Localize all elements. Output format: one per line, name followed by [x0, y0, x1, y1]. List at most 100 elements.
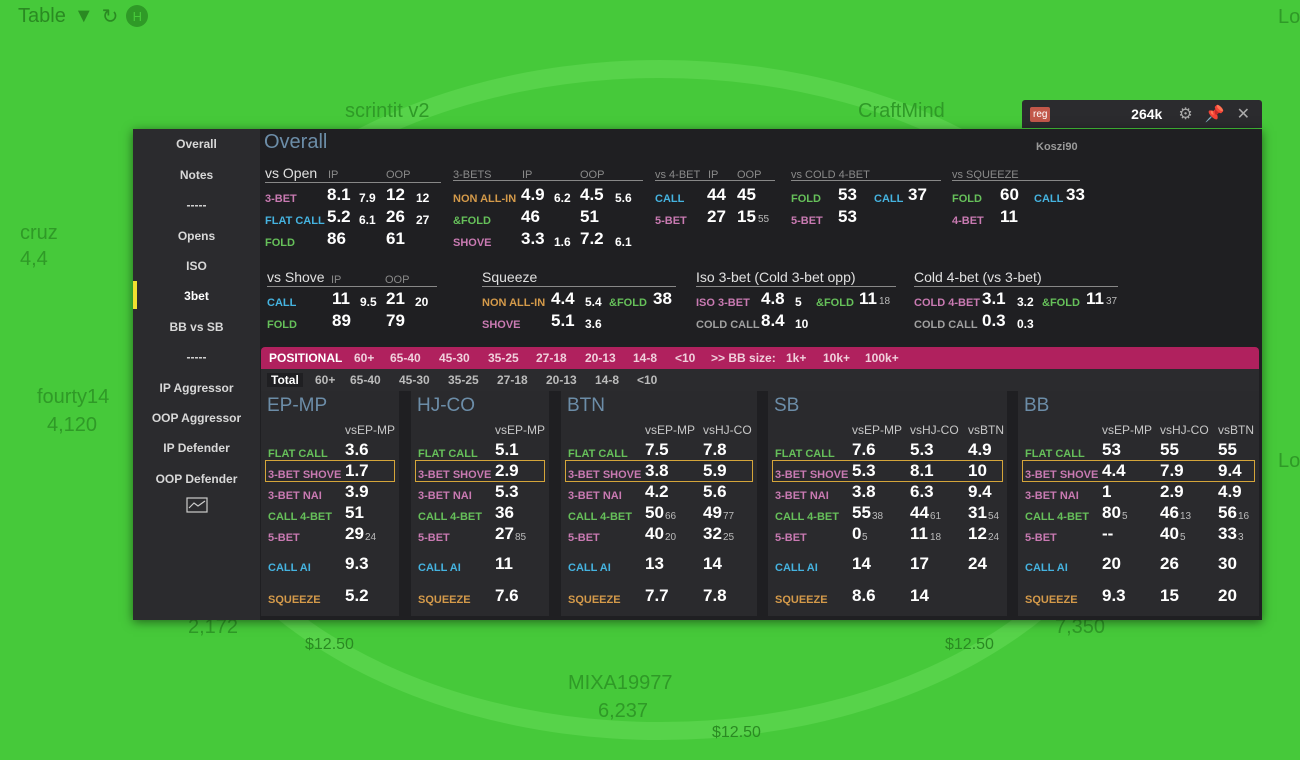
stat-value[interactable]: 24 — [968, 554, 987, 573]
stat-value[interactable]: 6.3 — [910, 482, 934, 501]
stat-value[interactable]: 51 — [580, 207, 599, 226]
stat-value[interactable]: 2.9 — [1160, 482, 1184, 501]
stat-value[interactable]: 4.5 — [580, 185, 604, 204]
stat-value[interactable]: 37 — [908, 185, 927, 204]
stat-value[interactable]: 7.6 — [852, 440, 876, 459]
tab-bb-1k[interactable]: 1k+ — [786, 351, 807, 365]
stat-value[interactable]: 12 — [968, 524, 987, 543]
stat-value[interactable]: 5.3 — [495, 482, 519, 501]
stat-value[interactable]: 7.7 — [645, 586, 669, 605]
stat-value[interactable]: 11 — [1000, 207, 1018, 226]
tab-sub-35-25[interactable]: 35-25 — [448, 373, 479, 387]
stat-value[interactable]: 49 — [703, 503, 722, 522]
stat-value[interactable]: 9.3 — [345, 554, 369, 573]
stat-value[interactable]: 40 — [1160, 524, 1179, 543]
refresh-icon[interactable]: ↻ — [101, 5, 119, 28]
sidebar-item-opens[interactable]: Opens — [177, 229, 216, 243]
stat-value[interactable]: 7.8 — [703, 586, 727, 605]
sidebar-item-iso[interactable]: ISO — [186, 259, 207, 273]
stat-value[interactable]: 33 — [1218, 524, 1237, 543]
stat-value[interactable]: 17 — [910, 554, 929, 573]
stat-value[interactable]: 51 — [345, 503, 364, 522]
tab-sub-60plus[interactable]: 60+ — [315, 373, 336, 387]
stat-value[interactable]: 5.6 — [703, 482, 727, 501]
stat-value[interactable]: 20 — [1102, 554, 1121, 573]
sidebar-item-oop-aggressor[interactable]: OOP Aggressor — [151, 411, 242, 425]
stat-value[interactable]: 31 — [968, 503, 987, 522]
tab-bb-100k[interactable]: 100k+ — [865, 351, 899, 365]
stat-value[interactable]: 0 — [852, 524, 862, 543]
stat-value[interactable]: 9.3 — [1102, 586, 1126, 605]
tab-positional[interactable]: POSITIONAL — [269, 351, 343, 365]
stat-value[interactable]: 38 — [653, 289, 672, 308]
stat-value[interactable]: 3.9 — [345, 482, 369, 501]
tab-bb-10k[interactable]: 10k+ — [823, 351, 851, 365]
stat-value[interactable]: 8.6 — [852, 586, 876, 605]
stat-value[interactable]: 7.6 — [495, 586, 519, 605]
stat-value[interactable]: 46 — [1160, 503, 1179, 522]
stat-value[interactable]: 15 — [1160, 586, 1179, 605]
tab-stack-20-13[interactable]: 20-13 — [585, 351, 616, 365]
tab-total[interactable]: Total — [267, 373, 303, 387]
stat-value[interactable]: 7.5 — [645, 440, 669, 459]
stat-value[interactable]: 50 — [645, 503, 664, 522]
tab-stack-65-40[interactable]: 65-40 — [390, 351, 421, 365]
stat-value[interactable]: 45 — [737, 185, 756, 204]
stat-value[interactable]: 11 — [495, 554, 513, 573]
stat-value[interactable]: 26 — [1160, 554, 1179, 573]
stat-value[interactable]: 32 — [703, 524, 722, 543]
stat-value[interactable]: 5.2 — [327, 207, 351, 226]
stat-value[interactable]: 12 — [386, 185, 405, 204]
stat-value[interactable]: 5.9 — [703, 461, 727, 480]
stat-value[interactable]: 8.4 — [761, 311, 785, 330]
stat-value[interactable]: 3.8 — [852, 482, 876, 501]
sidebar-item-oop-defender[interactable]: OOP Defender — [155, 472, 238, 486]
stat-value[interactable]: 11 — [1086, 289, 1104, 308]
stat-value[interactable]: 14 — [852, 554, 871, 573]
stat-value[interactable]: 9.4 — [968, 482, 992, 501]
stat-value[interactable]: 11 — [910, 524, 928, 543]
stat-value[interactable]: 27 — [495, 524, 514, 543]
stat-value[interactable]: 30 — [1218, 554, 1237, 573]
stat-value[interactable]: 8.1 — [327, 185, 351, 204]
stat-value[interactable]: 3.8 — [645, 461, 669, 480]
stat-value[interactable]: 5.2 — [345, 586, 369, 605]
gear-icon[interactable]: ⚙ — [1178, 106, 1193, 123]
tab-stack-lt10[interactable]: <10 — [675, 351, 696, 365]
chevron-down-icon[interactable]: ▼ — [73, 4, 94, 27]
stat-value[interactable]: 8.1 — [910, 461, 934, 480]
stat-value[interactable]: 55 — [852, 503, 871, 522]
tab-sub-lt10[interactable]: <10 — [637, 373, 658, 387]
stat-value[interactable]: 4.4 — [551, 289, 575, 308]
sidebar-item-notes[interactable]: Notes — [179, 168, 214, 182]
stat-value[interactable]: 44 — [707, 185, 726, 204]
stat-value[interactable]: 79 — [386, 311, 405, 330]
sidebar-item-bb-vs-sb[interactable]: BB vs SB — [169, 320, 224, 334]
stat-value[interactable]: 7.2 — [580, 229, 604, 248]
stat-value[interactable]: 53 — [838, 207, 857, 226]
stat-value[interactable]: 5.3 — [910, 440, 934, 459]
stat-value[interactable]: 55 — [1160, 440, 1179, 459]
stat-value[interactable]: 29 — [345, 524, 364, 543]
stat-value[interactable]: 7.9 — [1160, 461, 1184, 480]
stat-value[interactable]: 4.9 — [1218, 482, 1242, 501]
sidebar-item-ip-defender[interactable]: IP Defender — [163, 441, 230, 455]
tab-sub-20-13[interactable]: 20-13 — [546, 373, 577, 387]
stat-value[interactable]: 4.4 — [1102, 461, 1126, 480]
tab-stack-27-18[interactable]: 27-18 — [536, 351, 567, 365]
hud-header[interactable]: reg 264k ⚙ 📌 ✕ — [1022, 100, 1262, 128]
stat-value[interactable]: 1 — [1102, 482, 1112, 501]
stat-value[interactable]: 5.3 — [852, 461, 876, 480]
stat-value[interactable]: 0.3 — [982, 311, 1006, 330]
tab-stack-35-25[interactable]: 35-25 — [488, 351, 519, 365]
stat-value[interactable]: 13 — [645, 554, 664, 573]
stat-value[interactable]: 4.9 — [968, 440, 992, 459]
tab-stack-14-8[interactable]: 14-8 — [633, 351, 658, 365]
stat-value[interactable]: 86 — [327, 229, 346, 248]
stat-value[interactable]: 15 — [737, 207, 756, 226]
stat-value[interactable]: 2.9 — [495, 461, 519, 480]
stat-value[interactable]: 89 — [332, 311, 351, 330]
close-icon[interactable]: ✕ — [1236, 106, 1250, 123]
tab-sub-65-40[interactable]: 65-40 — [350, 373, 381, 387]
stat-value[interactable]: 27 — [707, 207, 726, 226]
